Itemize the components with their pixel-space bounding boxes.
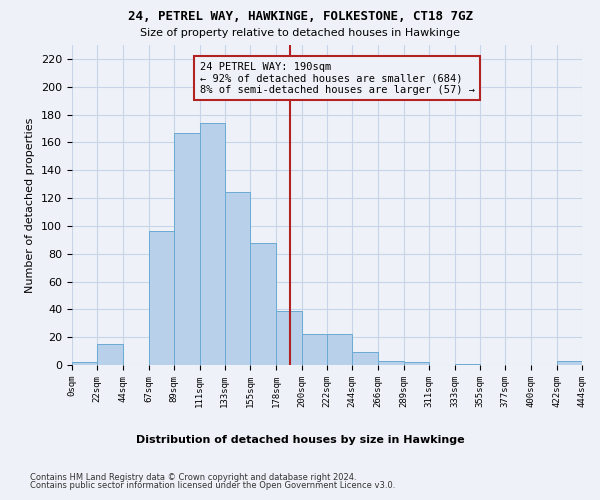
Bar xyxy=(97,344,122,365)
Text: Distribution of detached houses by size in Hawkinge: Distribution of detached houses by size … xyxy=(136,435,464,445)
Bar xyxy=(250,242,277,365)
Y-axis label: Number of detached properties: Number of detached properties xyxy=(25,118,35,292)
Bar xyxy=(225,192,250,365)
Text: 24 PETREL WAY: 190sqm
← 92% of detached houses are smaller (684)
8% of semi-deta: 24 PETREL WAY: 190sqm ← 92% of detached … xyxy=(199,62,475,95)
Text: 24, PETREL WAY, HAWKINGE, FOLKESTONE, CT18 7GZ: 24, PETREL WAY, HAWKINGE, FOLKESTONE, CT… xyxy=(128,10,473,23)
Bar xyxy=(352,352,377,365)
Bar xyxy=(377,361,404,365)
Bar xyxy=(149,232,174,365)
Bar xyxy=(277,310,302,365)
Bar xyxy=(174,132,199,365)
Bar xyxy=(302,334,327,365)
Bar xyxy=(199,123,225,365)
Text: Contains public sector information licensed under the Open Government Licence v3: Contains public sector information licen… xyxy=(30,480,395,490)
Bar xyxy=(72,362,97,365)
Text: Size of property relative to detached houses in Hawkinge: Size of property relative to detached ho… xyxy=(140,28,460,38)
Text: Contains HM Land Registry data © Crown copyright and database right 2024.: Contains HM Land Registry data © Crown c… xyxy=(30,473,356,482)
Bar xyxy=(557,361,582,365)
Bar xyxy=(455,364,480,365)
Bar xyxy=(327,334,352,365)
Bar xyxy=(404,362,429,365)
